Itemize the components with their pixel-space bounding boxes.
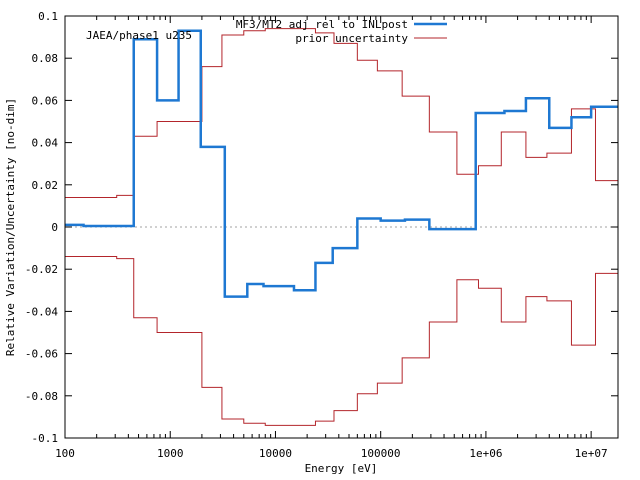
y-tick-label-6: -0.02 bbox=[25, 263, 58, 276]
legend: MF3/MT2 adj rel to INLpost prior uncerta… bbox=[236, 18, 447, 45]
y-tick-label-1: 0.08 bbox=[32, 52, 59, 65]
x-axis-label: Energy [eV] bbox=[305, 462, 378, 475]
series-prior-uncertainty-upper bbox=[65, 28, 618, 198]
x-tick-label-5: 1e+07 bbox=[575, 447, 608, 460]
series-layer bbox=[65, 28, 618, 426]
y-tick-label-2: 0.06 bbox=[32, 94, 59, 107]
y-axis-label: Relative Variation/Uncertainty [no-dim] bbox=[4, 98, 17, 356]
x-tick-label-0: 100 bbox=[55, 447, 75, 460]
x-tick-label-2: 10000 bbox=[259, 447, 292, 460]
series-adj-rel-inlpost bbox=[65, 29, 618, 298]
y-tick-label-10: -0.1 bbox=[32, 432, 59, 445]
x-tick-label-4: 1e+06 bbox=[469, 447, 502, 460]
y-tick-label-0: 0.1 bbox=[38, 10, 58, 23]
y-tick-label-4: 0.02 bbox=[32, 179, 59, 192]
legend-label-adj: MF3/MT2 adj rel to INLpost bbox=[236, 18, 408, 31]
x-tick-label-1: 1000 bbox=[157, 447, 184, 460]
labels-layer: JAEA/phase1 u235 Energy [eV] Relative Va… bbox=[4, 29, 377, 475]
chart-title: JAEA/phase1 u235 bbox=[86, 29, 192, 42]
y-tick-label-7: -0.04 bbox=[25, 305, 58, 318]
y-tick-label-8: -0.06 bbox=[25, 348, 58, 361]
y-tick-label-3: 0.04 bbox=[32, 137, 59, 150]
y-tick-label-9: -0.08 bbox=[25, 390, 58, 403]
ticks-layer: 0.1 0.08 0.06 0.04 0.02 0 -0.02 -0.04 -0.06 -0.08… bbox=[25, 10, 618, 460]
x-tick-label-3: 100000 bbox=[361, 447, 401, 460]
legend-label-prior: prior uncertainty bbox=[295, 32, 408, 45]
series-prior-uncertainty-lower bbox=[65, 256, 618, 426]
y-tick-label-5: 0 bbox=[51, 221, 58, 234]
